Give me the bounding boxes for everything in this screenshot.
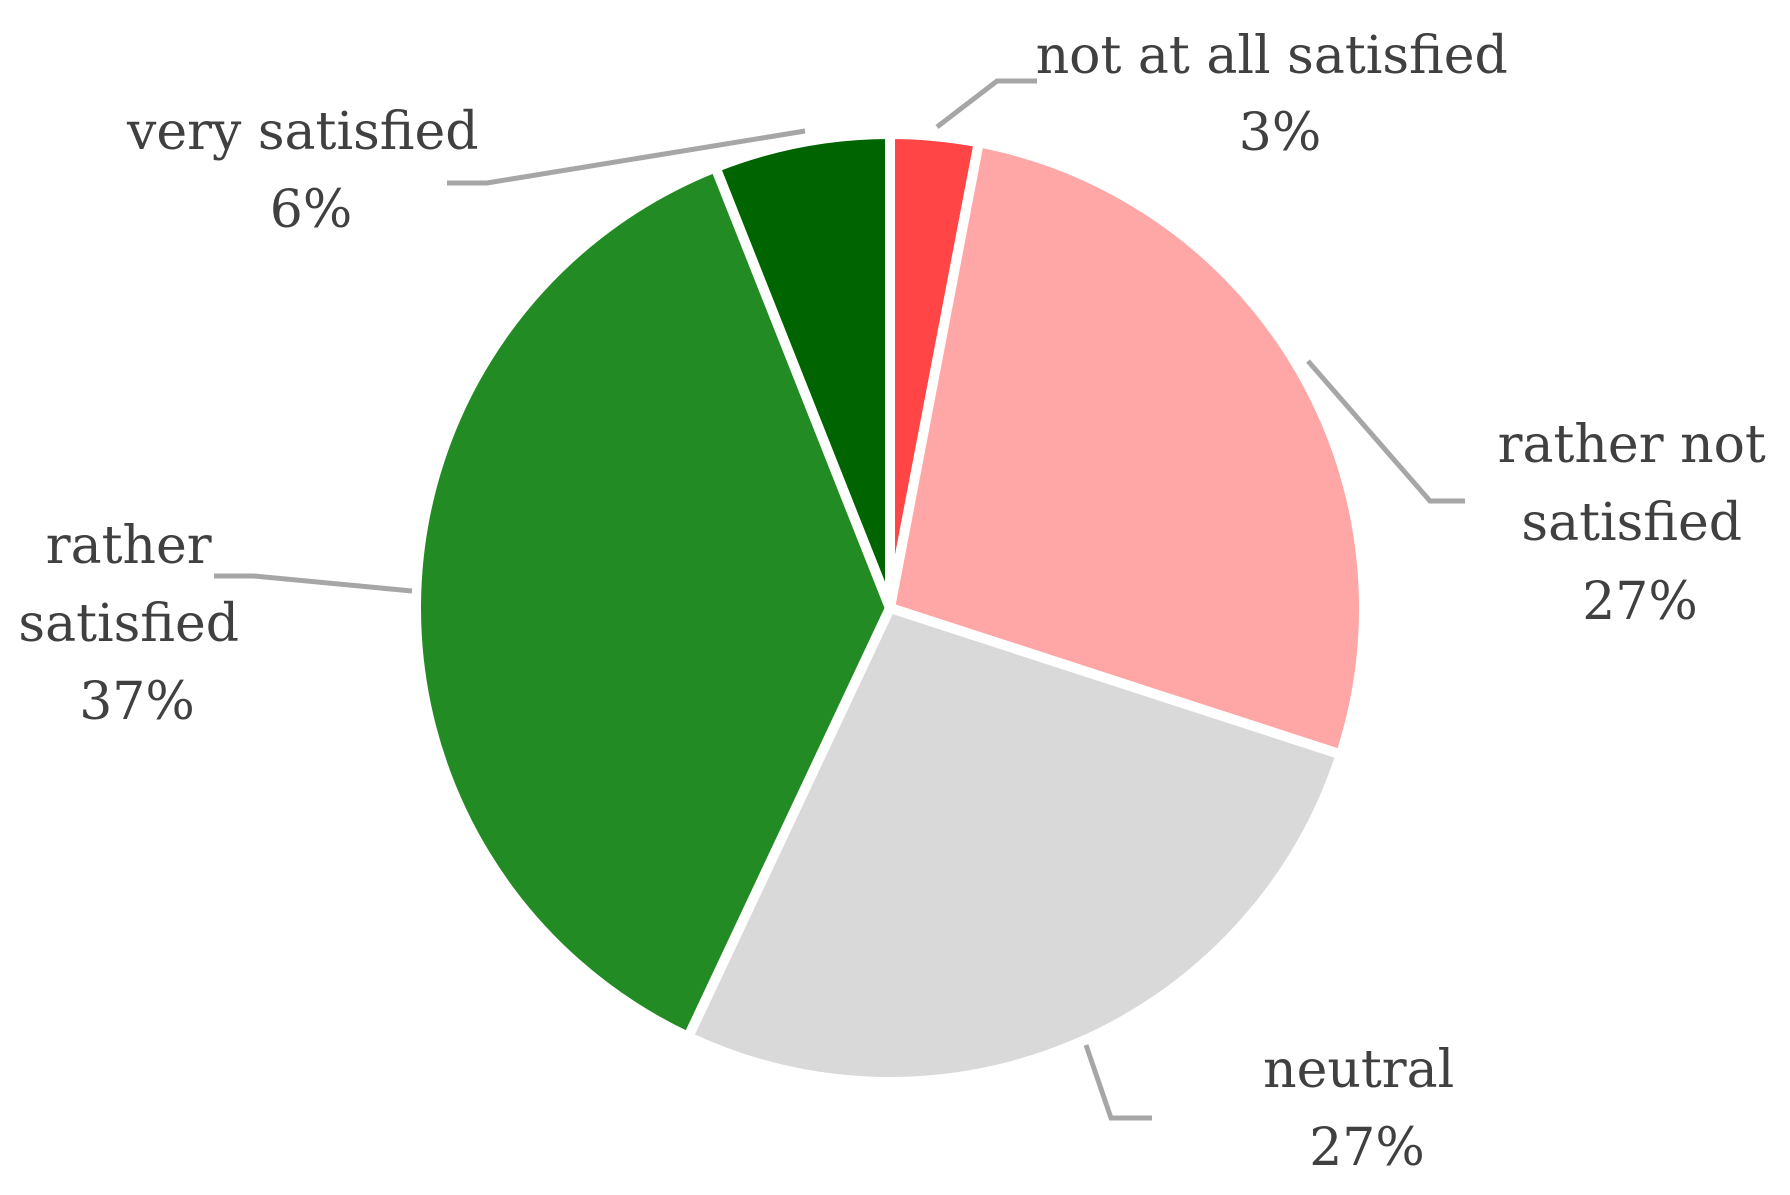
label-category-line-1: rather — [46, 516, 212, 576]
label-percent: 27% — [1309, 1118, 1425, 1178]
leader-line-very-satisfied — [447, 128, 806, 186]
label-not-at-all-satisfied: not at all satisfied 3% — [1036, 26, 1525, 163]
label-percent: 37% — [79, 672, 195, 732]
label-very-satisfied: very satisfied 6% — [126, 102, 495, 240]
pie-slice-very-satisfied — [709, 128, 895, 610]
label-category: very satisfied — [126, 102, 479, 162]
label-rather-not-satisfied: rather not satisfied 27% — [1498, 415, 1783, 632]
label-category-line-2: satisfied — [1521, 493, 1742, 553]
label-category-line-1: rather not — [1498, 415, 1766, 475]
label-rather-satisfied: rather satisfied 37% — [18, 516, 255, 732]
pie-slice-rather-not-satisfied — [884, 136, 1369, 761]
leader-line-rather-satisfied — [214, 573, 413, 594]
pie-slice-rather-satisfied — [411, 160, 896, 1044]
label-percent: 6% — [270, 180, 353, 240]
leader-line-rather-not-satisfied — [1306, 359, 1465, 504]
pie-slice-neutral — [681, 601, 1348, 1087]
label-category: not at all satisfied — [1036, 26, 1508, 86]
leader-line-not-at-all-satisfied — [935, 78, 1037, 129]
label-category-line-2: satisfied — [18, 594, 239, 654]
pie-slices — [411, 128, 1369, 1087]
label-percent: 3% — [1239, 103, 1322, 163]
leader-line-neutral — [1083, 1044, 1152, 1121]
label-category: neutral — [1263, 1040, 1454, 1100]
label-percent: 27% — [1582, 572, 1698, 632]
label-neutral: neutral 27% — [1263, 1040, 1471, 1178]
